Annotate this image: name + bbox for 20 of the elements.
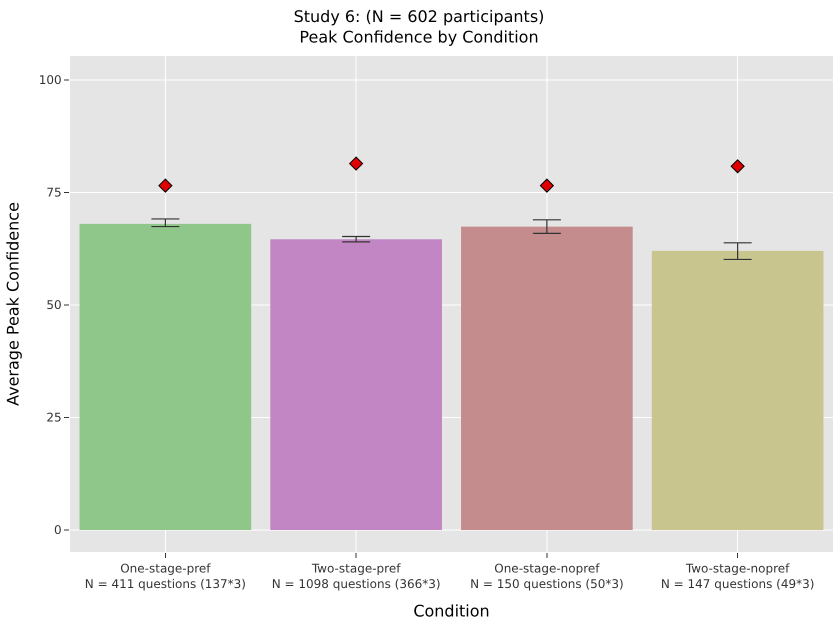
bar xyxy=(652,250,824,530)
bar xyxy=(270,239,442,530)
x-tick-label: Two-stage-pref N = 1098 questions (366*3) xyxy=(272,561,441,591)
point xyxy=(540,178,554,193)
y-axis-title: Average Peak Confidence xyxy=(4,202,23,406)
chart-title: Study 6: (N = 602 participants) Peak Confidence by Condition xyxy=(294,6,544,47)
bar xyxy=(461,226,633,530)
y-tick-label: 0 xyxy=(54,523,62,538)
x-tick-label: One-stage-pref N = 411 questions (137*3) xyxy=(84,561,246,591)
y-tick-label: 75 xyxy=(46,186,62,200)
point xyxy=(349,156,364,171)
x-tick-label: Two-stage-nopref N = 147 questions (49*3) xyxy=(660,561,814,591)
point xyxy=(158,178,172,193)
x-axis-title: Condition xyxy=(413,602,490,621)
point xyxy=(730,159,745,174)
bar xyxy=(80,224,252,530)
y-tick-label: 50 xyxy=(46,298,62,312)
y-tick-label: 100 xyxy=(38,73,62,88)
y-tick-label: 25 xyxy=(46,410,62,425)
x-tick-label: One-stage-nopref N = 150 questions (50*3) xyxy=(470,561,624,591)
